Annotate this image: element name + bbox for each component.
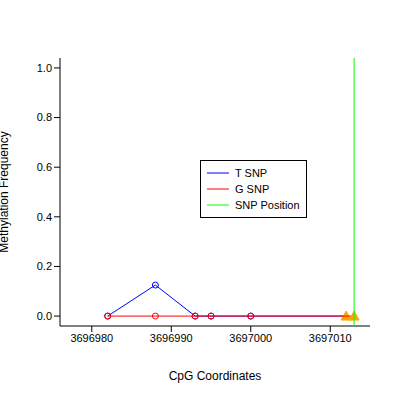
svg-text:0.4: 0.4 <box>37 211 52 223</box>
svg-text:Methylation Frequency: Methylation Frequency <box>8 131 11 252</box>
svg-text:3697000: 3697000 <box>229 332 272 344</box>
svg-text:3697010: 3697010 <box>309 332 352 344</box>
svg-text:0.6: 0.6 <box>37 161 52 173</box>
svg-text:3696980: 3696980 <box>70 332 113 344</box>
svg-text:CpG Coordinates: CpG Coordinates <box>169 369 262 383</box>
html-text:T SNP: T SNP <box>235 167 268 179</box>
svg-text:3696990: 3696990 <box>150 332 193 344</box>
svg-text:1.0: 1.0 <box>37 62 52 74</box>
svg-text:0.8: 0.8 <box>37 111 52 123</box>
html-text:G SNP: G SNP <box>235 183 270 195</box>
svg-text:0.0: 0.0 <box>37 310 52 322</box>
svg-text:0.2: 0.2 <box>37 260 52 272</box>
html-text:SNP Position: SNP Position <box>235 199 300 211</box>
